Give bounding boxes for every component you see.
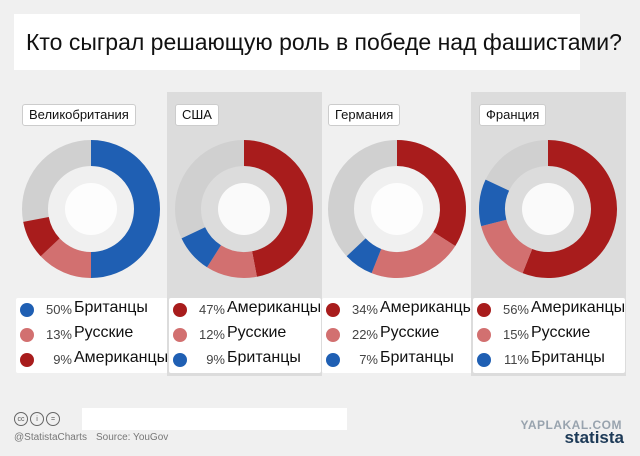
legend-label: Американцы (227, 299, 322, 316)
legend-swatch (20, 328, 34, 342)
country-label: США (175, 104, 219, 126)
legend-percent: 22% (351, 327, 378, 342)
legend-percent: 56% (502, 302, 529, 317)
donut-chart (175, 140, 313, 278)
country-label: Франция (479, 104, 547, 126)
legend: 34% Американцы 22% Русские 7% Британцы (322, 298, 474, 373)
legend-swatch (20, 303, 34, 317)
legend-row: 47% Американцы (169, 298, 321, 323)
country-map-icon (522, 183, 574, 235)
legend-row: 34% Американцы (322, 298, 474, 323)
legend-row: 9% Британцы (169, 348, 321, 373)
country-label: Германия (328, 104, 401, 126)
legend-label: Русские (531, 324, 591, 341)
legend: 50% Британцы 13% Русские 9% Американцы (16, 298, 168, 373)
country-panel: Великобритания 50% Британцы 13% Русские 9% Аме… (14, 92, 169, 376)
attribution-icon: i (30, 412, 44, 426)
legend-label: Русские (74, 324, 134, 341)
donut-slice (346, 237, 382, 274)
legend-row: 56% Американцы (473, 298, 625, 323)
donut-chart (479, 140, 617, 278)
legend-row: 11% Британцы (473, 348, 625, 373)
no-derivatives-icon: = (46, 412, 60, 426)
statista-handle: @StatistaCharts (14, 432, 87, 443)
legend-swatch (173, 328, 187, 342)
legend-swatch (20, 353, 34, 367)
legend-row: 12% Русские (169, 323, 321, 348)
legend-row: 15% Русские (473, 323, 625, 348)
legend: 47% Американцы 12% Русские 9% Британцы (169, 298, 321, 373)
statista-logo: statista (564, 428, 624, 447)
legend-swatch (326, 353, 340, 367)
legend-swatch (477, 328, 491, 342)
legend: 56% Американцы 15% Русские 11% Британцы (473, 298, 625, 373)
legend-label: Британцы (380, 349, 454, 366)
cc-icon: cc (14, 412, 28, 426)
country-map-icon (371, 183, 423, 235)
legend-swatch (477, 353, 491, 367)
country-map-icon (218, 183, 270, 235)
source-label: Source: YouGov (96, 432, 169, 443)
country-map-icon (65, 183, 117, 235)
legend-label: Русские (227, 324, 287, 341)
country-panel: США 47% Американцы 12% Русские 9% Британцы (167, 92, 322, 376)
legend-swatch (477, 303, 491, 317)
legend-percent: 12% (198, 327, 225, 342)
legend-label: Американцы (74, 349, 169, 366)
legend-percent: 9% (206, 352, 225, 367)
donut-slice (479, 179, 510, 227)
legend-row: 50% Британцы (16, 298, 168, 323)
donut-slice (23, 216, 61, 257)
legend-percent: 9% (53, 352, 72, 367)
legend-label: Американцы (380, 299, 475, 316)
legend-row: 13% Русские (16, 323, 168, 348)
country-label: Великобритания (22, 104, 136, 126)
donut-slice (396, 140, 466, 246)
legend-percent: 15% (502, 327, 529, 342)
legend-percent: 34% (351, 302, 378, 317)
donut-slice (522, 140, 617, 278)
donut-slice (481, 219, 533, 274)
legend-percent: 47% (198, 302, 225, 317)
legend-swatch (326, 328, 340, 342)
donut-chart (328, 140, 466, 278)
legend-percent: 50% (45, 302, 72, 317)
chart-title: Кто сыграл решающую роль в победе над фа… (26, 28, 622, 55)
legend-row: 7% Британцы (322, 348, 474, 373)
country-panel: Германия 34% Американцы 22% Русские 7% Британц… (320, 92, 475, 376)
legend-row: 9% Американцы (16, 348, 168, 373)
donut-chart (22, 140, 160, 278)
donut-slice (207, 244, 257, 278)
legend-swatch (173, 353, 187, 367)
legend-percent: 11% (503, 352, 529, 367)
legend-row: 22% Русские (322, 323, 474, 348)
donut-slice (40, 237, 92, 278)
donut-slice (243, 140, 313, 277)
legend-swatch (326, 303, 340, 317)
country-panel: Франция 56% Американцы 15% Русские 11% Британц… (471, 92, 626, 376)
title-box: Кто сыграл решающую роль в победе над фа… (14, 14, 622, 70)
legend-label: Британцы (531, 349, 605, 366)
donut-slice (90, 140, 160, 278)
legend-label: Американцы (531, 299, 626, 316)
creative-commons-icons: cc i = (14, 412, 60, 426)
donut-slice (181, 226, 222, 268)
donut-slice (371, 231, 456, 278)
legend-label: Британцы (227, 349, 301, 366)
watermark: YAPLAKAL.COM (520, 418, 622, 432)
legend-label: Британцы (74, 299, 148, 316)
legend-label: Русские (380, 324, 440, 341)
footer-strip (82, 408, 347, 430)
legend-swatch (173, 303, 187, 317)
legend-percent: 7% (359, 352, 378, 367)
legend-percent: 13% (45, 327, 72, 342)
